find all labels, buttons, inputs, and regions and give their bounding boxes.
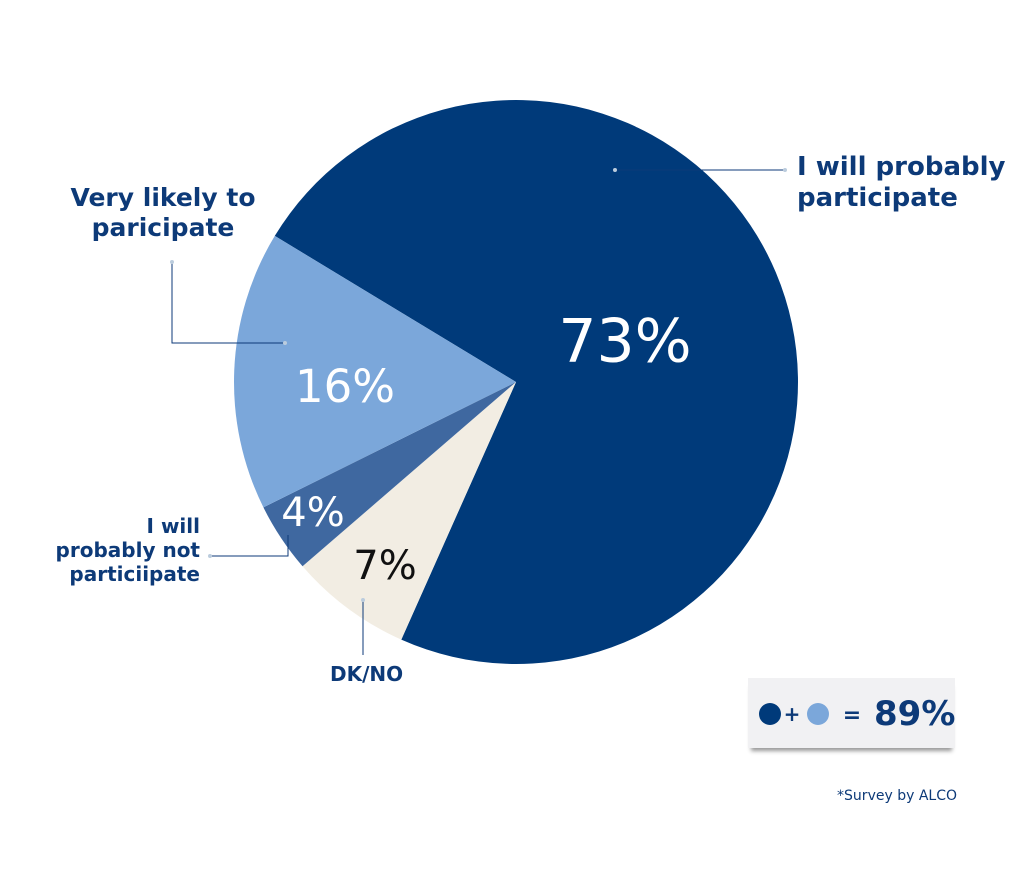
value-label: 73%	[558, 307, 691, 377]
equals: =	[843, 703, 861, 728]
category-label: I will probably participate	[797, 152, 1006, 214]
leader-lines	[171, 169, 785, 655]
pie-slice	[234, 235, 517, 508]
summary-value: 89%	[874, 694, 955, 734]
footnote: *Survey by ALCO	[837, 788, 957, 804]
leader-dot	[208, 554, 212, 558]
value-label: 16%	[295, 360, 395, 413]
summary-box: + = 89%	[748, 678, 955, 748]
legend-dot	[807, 703, 829, 725]
summary: + = 89%	[759, 694, 955, 734]
leader-dot	[170, 260, 174, 264]
pie-slice	[302, 382, 516, 640]
leader-dot	[783, 168, 787, 172]
plus: +	[784, 702, 801, 726]
leader-dot	[283, 341, 287, 345]
leader-dot	[361, 598, 365, 602]
value-label: 7%	[353, 543, 416, 589]
pie-slice	[263, 382, 516, 567]
category-label: I will probably not particiipate	[55, 514, 200, 586]
leader-dot	[613, 168, 617, 172]
legend-dot	[759, 703, 781, 725]
category-label: Very likely to paricipate	[70, 183, 256, 242]
category-label: DK/NO	[330, 662, 404, 686]
value-label: 4%	[281, 490, 344, 536]
pie-slice	[274, 99, 798, 664]
